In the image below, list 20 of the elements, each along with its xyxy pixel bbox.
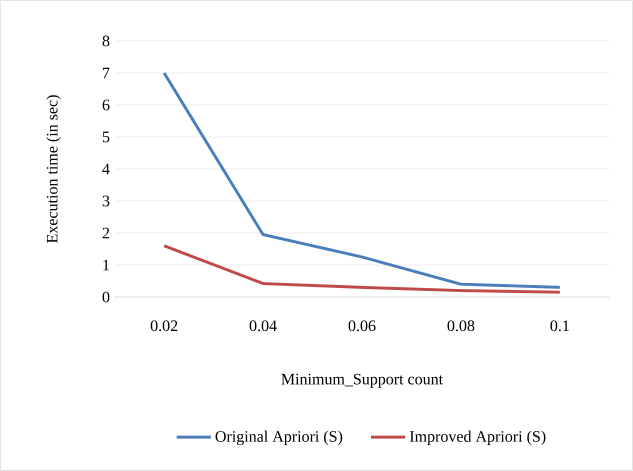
line-series [162,244,562,294]
y-tick-label: 6 [102,100,110,110]
y-tick-label: 2 [102,228,110,238]
legend-label: Original Apriori (S) [216,430,342,446]
line-series [162,72,562,289]
x-axis-title: Minimum_Support count [281,374,444,388]
y-tick-label: 3 [102,196,110,206]
y-tick-label: 0 [102,292,110,302]
y-tick-label: 4 [102,164,110,174]
x-tick-label: 0.04 [250,320,277,332]
x-tick-label: 0.06 [348,320,376,332]
y-tick-label: 8 [102,36,110,46]
x-tick-label: 0.08 [448,320,474,332]
x-tick-label: 0.02 [150,320,178,332]
y-tick-label: 5 [102,132,110,142]
y-axis-title: Execution time (in sec) [46,95,61,243]
x-tick-label: 0.1 [550,320,569,332]
y-tick-label: 7 [103,68,110,78]
y-tick-label: 1 [103,260,110,270]
legend-label: Improved Apriori (S) [410,430,546,446]
